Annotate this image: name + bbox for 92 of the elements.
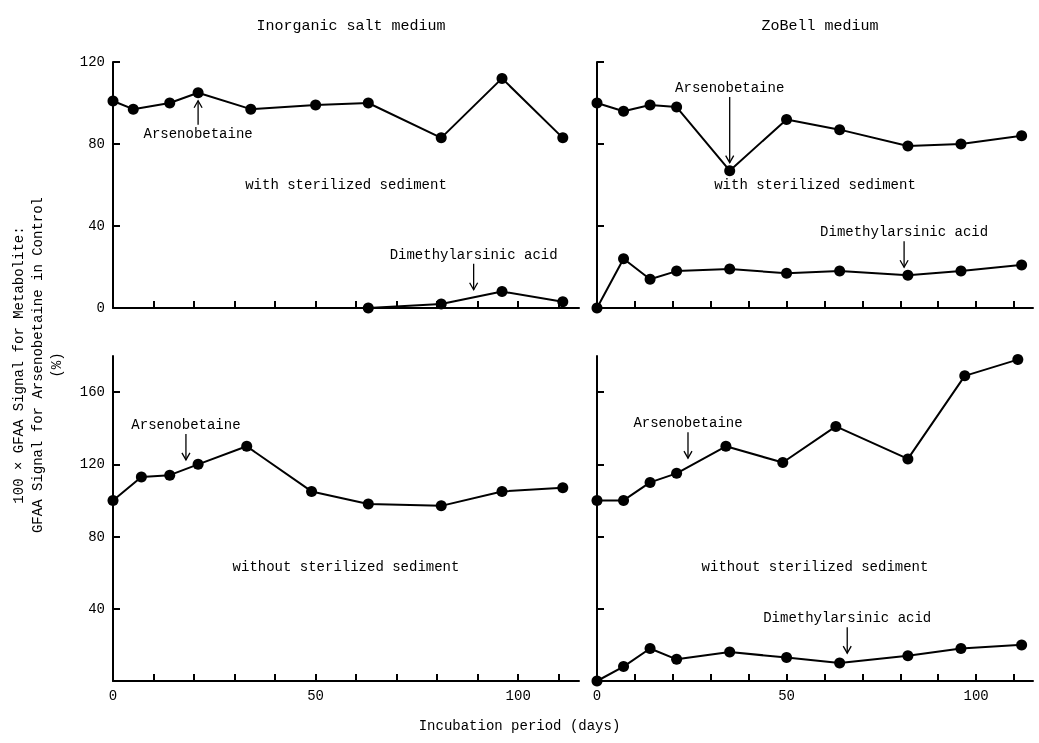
- point: [781, 267, 793, 279]
- point: [135, 471, 147, 483]
- x-axis-title: Incubation period (days): [417, 718, 622, 734]
- point: [781, 652, 793, 664]
- annotation: Dimethylarsinic acid: [820, 224, 989, 241]
- annotation: Dimethylarsinic acid: [389, 246, 558, 263]
- point: [955, 265, 967, 277]
- point: [902, 140, 914, 152]
- point: [435, 500, 447, 512]
- annotation: Arsenobetaine: [131, 416, 241, 433]
- point: [834, 265, 846, 277]
- point: [496, 72, 508, 84]
- y-tick-label: 40: [88, 600, 105, 617]
- point: [1016, 259, 1028, 271]
- annotation: with sterilized sediment: [714, 177, 916, 193]
- point: [955, 643, 967, 654]
- x-tick-label: 100: [505, 688, 531, 704]
- point: [671, 101, 683, 113]
- x-tick-label: 50: [307, 688, 325, 704]
- x-tick-label: 100: [963, 688, 989, 704]
- y-tick-label: 80: [88, 528, 105, 545]
- point: [724, 263, 736, 275]
- annotation: Arsenobetaine: [143, 125, 253, 142]
- point: [557, 482, 569, 494]
- point: [496, 485, 508, 497]
- y-axis-title: 100 × GFAA Signal for Metabolite: GFAA Signal for Arsenobetaine in Control (%): [10, 195, 66, 536]
- point: [671, 467, 683, 479]
- point: [724, 646, 736, 658]
- y-tick-label: 120: [79, 456, 105, 473]
- y-tick-label: 120: [79, 54, 105, 70]
- chart-title: Inorganic salt medium: [256, 18, 446, 35]
- point: [591, 675, 603, 687]
- annotation: Arsenobetaine: [675, 80, 785, 97]
- point: [644, 99, 656, 111]
- point: [591, 494, 603, 506]
- point: [306, 485, 318, 497]
- y-tick-label: 0: [96, 300, 105, 316]
- point: [1016, 639, 1028, 651]
- annotation: Arsenobetaine: [633, 415, 743, 432]
- point: [644, 476, 656, 488]
- point: [902, 269, 914, 281]
- point: [107, 95, 119, 107]
- point: [902, 453, 914, 465]
- x-tick-label: 0: [108, 688, 118, 704]
- point: [618, 105, 630, 117]
- point: [362, 97, 374, 109]
- point: [362, 302, 374, 314]
- point: [435, 132, 447, 144]
- point: [591, 302, 603, 314]
- point: [192, 87, 204, 99]
- point: [310, 99, 322, 111]
- x-tick-label: 0: [592, 688, 602, 704]
- point: [781, 113, 793, 125]
- point: [777, 457, 789, 469]
- point: [959, 370, 971, 382]
- point: [955, 138, 967, 150]
- y-tick-label: 160: [79, 384, 105, 401]
- annotation: without sterilized sediment: [701, 559, 929, 576]
- point: [557, 132, 569, 144]
- point: [724, 165, 736, 177]
- point: [902, 650, 914, 662]
- point: [107, 494, 119, 506]
- y-tick-label: 40: [88, 218, 105, 234]
- point: [830, 420, 842, 432]
- point: [164, 469, 176, 481]
- point: [671, 653, 683, 665]
- point: [241, 440, 253, 452]
- point: [834, 124, 846, 136]
- point: [618, 661, 630, 673]
- point: [618, 494, 630, 506]
- point: [618, 253, 630, 265]
- point: [1016, 130, 1028, 142]
- point: [435, 298, 447, 310]
- point: [496, 286, 508, 298]
- annotation: with sterilized sediment: [245, 177, 447, 193]
- point: [192, 458, 204, 470]
- point: [591, 97, 603, 109]
- y-tick-label: 80: [88, 136, 105, 152]
- point: [834, 657, 846, 669]
- point: [164, 97, 176, 109]
- x-tick-label: 50: [778, 688, 795, 704]
- chart-title: ZoBell medium: [761, 18, 879, 35]
- point: [644, 273, 656, 285]
- point: [127, 103, 139, 115]
- point: [362, 498, 374, 510]
- point: [644, 643, 656, 654]
- point: [245, 103, 257, 115]
- point: [671, 265, 683, 277]
- point: [720, 440, 732, 452]
- point: [1012, 354, 1024, 366]
- annotation: without sterilized sediment: [232, 559, 460, 576]
- annotation: Dimethylarsinic acid: [763, 610, 932, 627]
